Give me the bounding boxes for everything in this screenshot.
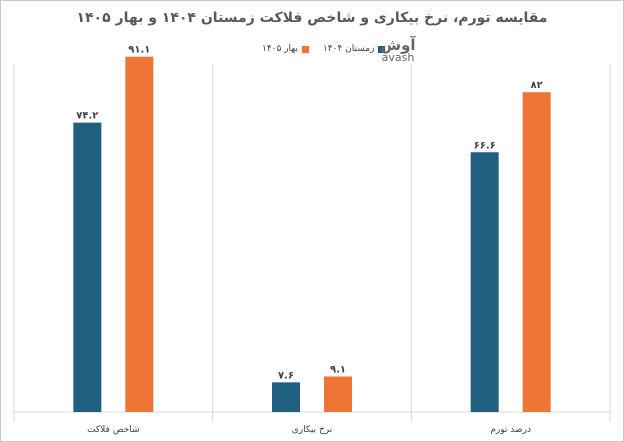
bar-spring (522, 92, 551, 412)
chart-legend: زمستان ۱۴۰۴ بهار ۱۴۰۵ (262, 44, 386, 54)
avash-logo: آوش avash (376, 38, 420, 68)
logo-wordmark-persian: آوش (380, 36, 416, 54)
chart-title: مقایسه تورم، نرخ بیکاری و شاخص فلاکت زمس… (76, 10, 548, 26)
bar-winter (470, 152, 499, 412)
legend-label-winter: زمستان ۱۴۰۴ (322, 44, 375, 54)
legend-item-spring: بهار ۱۴۰۵ (262, 44, 309, 54)
data-label: ۶۶.۶ (474, 140, 496, 151)
bar-spring (324, 376, 352, 412)
bar-winter (272, 382, 300, 412)
category-label: شاخص فلاکت (87, 425, 140, 435)
data-label: ۸۲ (531, 80, 543, 91)
legend-item-winter: زمستان ۱۴۰۴ (322, 44, 386, 54)
data-label: ۷۴.۲ (76, 111, 98, 122)
legend-swatch-spring (301, 45, 309, 53)
bar-winter (73, 122, 102, 413)
data-label: ۷.۶ (278, 370, 294, 381)
bar-spring (125, 56, 154, 413)
logo-wordmark-latin: avash (381, 51, 415, 64)
legend-swatch-winter (378, 45, 386, 53)
data-label: ۹.۱ (330, 365, 346, 376)
legend-label-spring: بهار ۱۴۰۵ (262, 44, 298, 54)
category-label: نرخ بیکاری (292, 425, 332, 435)
category-label: درصد تورم (490, 425, 531, 435)
data-label: ۹۱.۱ (128, 45, 150, 56)
